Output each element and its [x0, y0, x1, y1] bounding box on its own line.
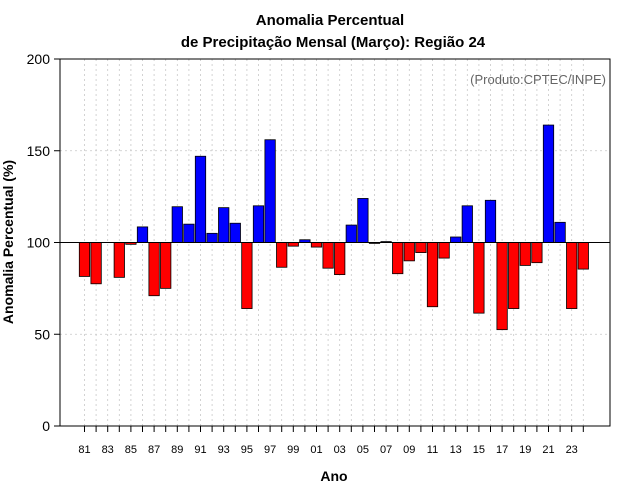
bar-18: [508, 242, 520, 309]
bar-24: [577, 242, 589, 270]
x-tick-label: 07: [380, 444, 392, 456]
x-tick-label: 91: [194, 444, 206, 456]
x-axis-ticks: 81 83 85 87 89 91 93 95 97 99 01 03 05 07 09 11 13 15 17 19…: [78, 426, 584, 456]
y-tick-label: 50: [34, 326, 50, 342]
x-tick-label: 87: [148, 444, 160, 456]
bar-92: [206, 232, 218, 243]
bar-02: [322, 242, 334, 269]
bar-13: [450, 236, 462, 243]
annotation-source: (Produto:CPTEC/INPE): [470, 72, 606, 87]
x-tick-label: 85: [125, 444, 137, 456]
bar-01: [310, 242, 323, 248]
bar-10: [415, 242, 427, 253]
bar-19: [519, 242, 531, 266]
bar-22: [554, 221, 566, 243]
x-tick-label: 99: [287, 444, 299, 456]
x-tick-label: 17: [496, 444, 508, 456]
y-tick-label: 100: [27, 235, 51, 251]
bar-16: [484, 199, 497, 243]
bar-97: [264, 139, 276, 243]
x-tick-label: 95: [241, 444, 253, 456]
x-tick-label: 93: [218, 444, 230, 456]
y-axis-label: Anomalia Percentual (%): [0, 160, 16, 324]
bar-12: [438, 242, 450, 259]
bar-20: [531, 242, 543, 264]
bar-23: [566, 242, 578, 309]
bar-14: [461, 205, 473, 243]
y-tick-label: 200: [27, 51, 51, 67]
bar-15: [473, 242, 485, 314]
x-tick-label: 01: [310, 444, 322, 456]
bar-17: [496, 242, 508, 331]
bar-93: [218, 207, 230, 243]
bar-81: [78, 242, 91, 277]
y-tick-label: 150: [27, 143, 51, 159]
bar-90: [183, 223, 195, 243]
bar-88: [160, 242, 172, 289]
bar-08: [392, 242, 404, 275]
x-tick-label: 97: [264, 444, 276, 456]
x-tick-label: 81: [78, 444, 90, 456]
bar-87: [148, 242, 160, 297]
x-tick-label: 13: [450, 444, 462, 456]
bars: [78, 124, 589, 331]
x-tick-label: 89: [171, 444, 183, 456]
y-tick-label: 0: [42, 418, 50, 434]
x-tick-label: 23: [566, 444, 578, 456]
bar-96: [252, 205, 265, 243]
x-tick-label: 11: [427, 444, 438, 456]
bar-21: [542, 124, 555, 243]
bar-04: [345, 224, 357, 243]
x-tick-label: 03: [334, 444, 346, 456]
chart-subtitle: de Precipitação Mensal (Março): Região 2…: [181, 34, 486, 51]
bar-91: [194, 155, 207, 243]
bar-82: [90, 242, 102, 285]
x-tick-label: 09: [403, 444, 415, 456]
x-tick-label: 21: [542, 444, 554, 456]
x-tick-label: 19: [519, 444, 531, 456]
bar-98: [276, 242, 288, 268]
bar-86: [136, 226, 149, 243]
chart-title: Anomalia Percentual: [256, 12, 404, 29]
x-tick-label: 83: [102, 444, 114, 456]
x-tick-label: 05: [357, 444, 369, 456]
bar-99: [287, 242, 299, 247]
bar-94: [229, 222, 241, 243]
x-axis-label: Ano: [320, 468, 347, 484]
bar-03: [334, 242, 346, 276]
bar-09: [403, 242, 415, 262]
bar-95: [241, 242, 253, 309]
x-tick-label: 15: [473, 444, 485, 456]
bar-89: [171, 206, 183, 243]
bar-11: [426, 242, 439, 308]
grid-lines: [60, 59, 610, 426]
bar-84: [113, 242, 125, 278]
bar-05: [357, 198, 369, 243]
y-axis-ticks: 0 50 100 150 200: [27, 51, 60, 434]
